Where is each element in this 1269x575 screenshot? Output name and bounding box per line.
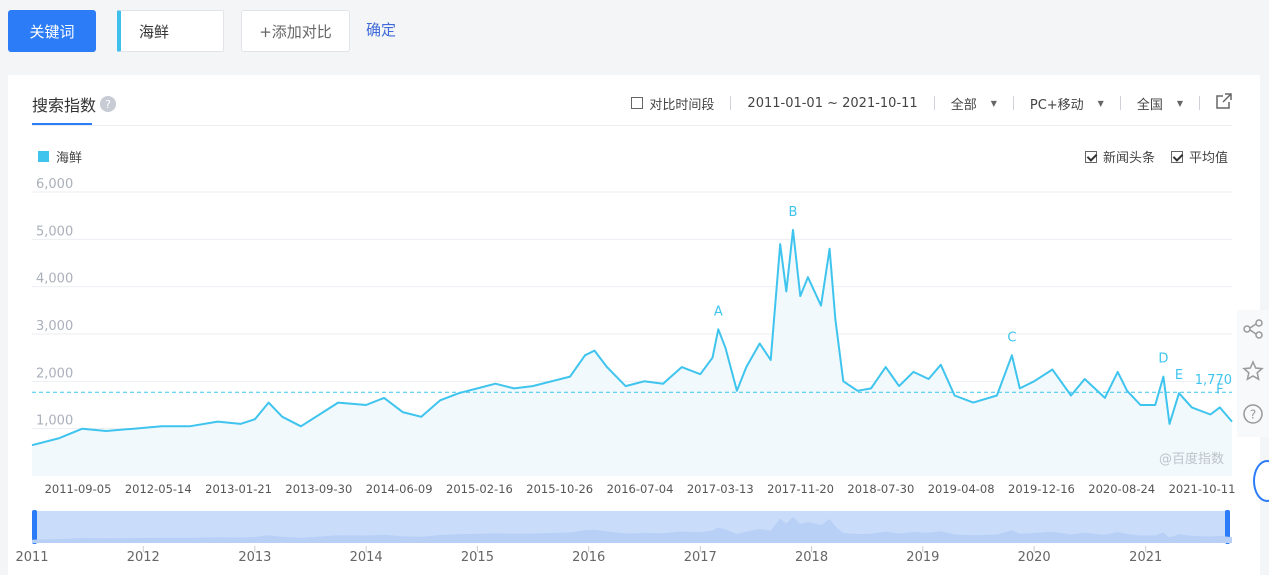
news-checkbox[interactable] (1084, 150, 1097, 163)
x-tick-label: 2016-07-04 (607, 482, 674, 496)
y-tick-label: 4,000 (36, 272, 73, 287)
x-tick-label: 2017-11-20 (767, 482, 834, 496)
caret-down-icon: ▼ (1176, 98, 1183, 108)
chart-options: 新闻头条 平均值 (1084, 147, 1228, 166)
caret-down-icon: ▼ (990, 98, 997, 108)
navigator-year-label: 2021 (1129, 550, 1162, 565)
navigator-year-label: 2011 (15, 550, 48, 565)
external-link-icon[interactable] (1216, 93, 1232, 113)
average-toggle[interactable]: 平均值 (1170, 147, 1228, 166)
news-marker-A: A (714, 304, 723, 319)
question-icon[interactable]: ? (100, 96, 117, 112)
series-area (32, 229, 1232, 476)
average-label: 平均值 (1188, 151, 1228, 166)
watermark: @百度指数 (1159, 451, 1224, 467)
confirm-link[interactable]: 确定 (366, 21, 397, 39)
x-tick-label: 2019-12-16 (1008, 482, 1075, 496)
tab-underline (32, 123, 92, 125)
help-icon[interactable]: ? (1242, 403, 1264, 429)
star-icon[interactable] (1242, 360, 1264, 386)
news-marker-F: F (1216, 382, 1223, 397)
average-label: 1,770 (1195, 373, 1232, 388)
compare-period-checkbox[interactable] (631, 97, 644, 109)
caret-down-icon: ▼ (1097, 98, 1104, 108)
source-select[interactable]: 全部 ▼ (951, 94, 997, 113)
y-tick-label: 6,000 (36, 177, 73, 192)
header-divider (32, 125, 1232, 126)
navigator-year-label: 2014 (350, 550, 383, 565)
navigator-year-label: 2017 (684, 550, 717, 565)
series-line (31, 228, 1233, 447)
y-tick-label: 3,000 (36, 319, 73, 334)
x-tick-label: 2015-02-16 (446, 482, 513, 496)
add-compare-button[interactable]: +添加对比 (241, 10, 350, 52)
x-tick-label: 2012-05-14 (125, 482, 192, 496)
panel-title: 搜索指数 (32, 96, 97, 115)
navigator-handle-left[interactable] (32, 510, 37, 544)
region-select[interactable]: 全国 ▼ (1137, 94, 1183, 113)
x-tick-label: 2019-04-08 (928, 482, 995, 496)
device-select[interactable]: PC+移动 ▼ (1030, 94, 1104, 113)
tab-search-index[interactable]: 搜索指数 ? (32, 92, 117, 116)
keyword-input[interactable]: 海鲜 (117, 10, 224, 52)
compare-period-toggle[interactable]: 对比时间段 (631, 94, 714, 113)
x-tick-label: 2018-07-30 (847, 482, 914, 496)
x-tick-label: 2021-10-11 (1169, 482, 1236, 496)
navigator-handle-right[interactable] (1225, 510, 1230, 544)
navigator-year-label: 2013 (238, 550, 271, 565)
x-tick-label: 2013-09-30 (285, 482, 352, 496)
navigator-year-label: 2015 (461, 550, 494, 565)
news-marker-E: E (1175, 368, 1183, 383)
x-tick-label: 2011-09-05 (45, 482, 112, 496)
news-label: 新闻头条 (1102, 151, 1155, 166)
x-tick-label: 2013-01-21 (205, 482, 272, 496)
source-label: 全部 (950, 97, 977, 113)
news-marker-D: D (1158, 352, 1168, 367)
navigator-area (32, 517, 1232, 543)
news-toggle[interactable]: 新闻头条 (1084, 147, 1155, 166)
x-tick-label: 2015-10-26 (526, 482, 593, 496)
navigator-year-label: 2020 (1018, 550, 1051, 565)
svg-text:?: ? (1250, 407, 1256, 421)
keyword-tab-button[interactable]: 关键词 (8, 10, 96, 52)
x-tick-label: 2014-06-09 (366, 482, 433, 496)
x-tick-label: 2020-08-24 (1088, 482, 1155, 496)
news-marker-C: C (1007, 330, 1016, 345)
legend-label: 海鲜 (56, 151, 83, 166)
date-range-picker[interactable]: 2011-01-01 ~ 2021-10-11 (747, 95, 918, 111)
navigator-year-label: 2016 (572, 550, 605, 565)
filter-bar: 对比时间段 2011-01-01 ~ 2021-10-11 全部 ▼ PC+移动 ▼… (631, 93, 1232, 113)
navigator-year-label: 2019 (906, 550, 939, 565)
navigator-year-label: 2018 (795, 550, 828, 565)
side-toolbar: ? (1237, 310, 1269, 437)
y-tick-label: 5,000 (36, 224, 73, 239)
navigator-year-label: 2012 (127, 550, 160, 565)
compare-period-label: 对比时间段 (649, 97, 715, 113)
news-marker-B: B (789, 205, 798, 220)
share-icon[interactable] (1242, 318, 1264, 344)
average-checkbox[interactable] (1170, 150, 1183, 163)
legend-swatch (38, 151, 49, 162)
x-tick-label: 2017-03-13 (687, 482, 754, 496)
search-index-panel: 搜索指数 ? 对比时间段 2011-01-01 ~ 2021-10-11 全部 ▼… (8, 75, 1260, 575)
device-label: PC+移动 (1029, 97, 1084, 113)
region-label: 全国 (1136, 97, 1163, 113)
chart-legend[interactable]: 海鲜 (38, 147, 82, 166)
y-tick-label: 1,000 (36, 414, 73, 429)
y-tick-label: 2,000 (36, 366, 73, 381)
